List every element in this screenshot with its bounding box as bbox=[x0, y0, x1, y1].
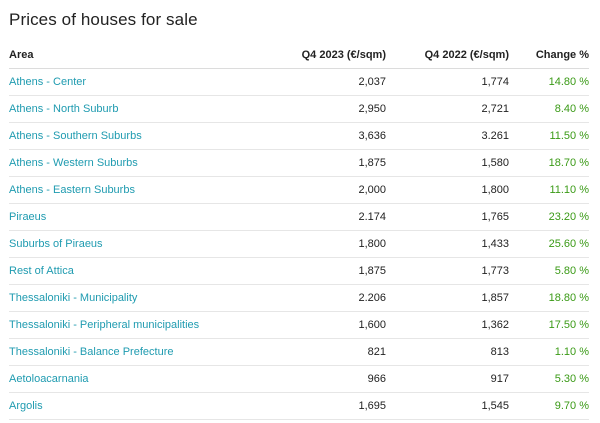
q4-2022-value: 1,545 bbox=[386, 392, 509, 420]
q4-2022-value: 813 bbox=[386, 338, 509, 366]
header-row: Area Q4 2023 (€/sqm) Q4 2022 (€/sqm) Cha… bbox=[9, 42, 589, 69]
table-header: Area Q4 2023 (€/sqm) Q4 2022 (€/sqm) Cha… bbox=[9, 42, 589, 69]
area-link[interactable]: Piraeus bbox=[9, 203, 259, 231]
q4-2023-value: 966 bbox=[259, 365, 386, 393]
table-row: Piraeus 2.174 1,765 23.20 % bbox=[9, 203, 589, 231]
table-row: Suburbs of Piraeus 1,800 1,433 25.60 % bbox=[9, 230, 589, 258]
change-value: 17.50 % bbox=[509, 311, 589, 339]
q4-2022-value: 1,774 bbox=[386, 68, 509, 96]
q4-2023-value: 2,037 bbox=[259, 68, 386, 96]
change-value: 9.70 % bbox=[509, 392, 589, 420]
q4-2023-value: 1,875 bbox=[259, 257, 386, 285]
change-value: 18.70 % bbox=[509, 149, 589, 177]
area-link[interactable]: Argolis bbox=[9, 392, 259, 420]
q4-2023-value: 1,875 bbox=[259, 149, 386, 177]
q4-2022-value: 1,800 bbox=[386, 176, 509, 204]
table-row: Thessaloniki - Balance Prefecture 821 81… bbox=[9, 338, 589, 366]
area-link[interactable]: Athens - Southern Suburbs bbox=[9, 122, 259, 150]
area-link[interactable]: Thessaloniki - Balance Prefecture bbox=[9, 338, 259, 366]
change-value: 14.80 % bbox=[509, 68, 589, 96]
area-link[interactable]: Suburbs of Piraeus bbox=[9, 230, 259, 258]
table-row: Athens - Center 2,037 1,774 14.80 % bbox=[9, 68, 589, 96]
q4-2022-value: 3.261 bbox=[386, 122, 509, 150]
change-value: 5.80 % bbox=[509, 257, 589, 285]
change-value: 5.30 % bbox=[509, 365, 589, 393]
q4-2022-value: 1,433 bbox=[386, 230, 509, 258]
change-value: 11.10 % bbox=[509, 176, 589, 204]
q4-2023-value: 2,950 bbox=[259, 95, 386, 123]
area-link[interactable]: Thessaloniki - Peripheral municipalities bbox=[9, 311, 259, 339]
q4-2022-value: 1,580 bbox=[386, 149, 509, 177]
table-row: Thessaloniki - Peripheral municipalities… bbox=[9, 311, 589, 339]
q4-2022-value: 1,765 bbox=[386, 203, 509, 231]
area-link[interactable]: Athens - Eastern Suburbs bbox=[9, 176, 259, 204]
change-value: 23.20 % bbox=[509, 203, 589, 231]
area-link[interactable]: Rest of Attica bbox=[9, 257, 259, 285]
table-row: Rest of Attica 1,875 1,773 5.80 % bbox=[9, 257, 589, 285]
table-body: Athens - Center 2,037 1,774 14.80 % Athe… bbox=[9, 68, 589, 420]
page-title: Prices of houses for sale bbox=[9, 10, 198, 29]
area-link[interactable]: Athens - Western Suburbs bbox=[9, 149, 259, 177]
area-link[interactable]: Aetoloacarnania bbox=[9, 365, 259, 393]
table-row: Argolis 1,695 1,545 9.70 % bbox=[9, 392, 589, 420]
q4-2023-value: 1,600 bbox=[259, 311, 386, 339]
area-link[interactable]: Athens - Center bbox=[9, 68, 259, 96]
q4-2022-value: 1,857 bbox=[386, 284, 509, 312]
table-row: Thessaloniki - Municipality 2.206 1,857 … bbox=[9, 284, 589, 312]
area-link[interactable]: Athens - North Suburb bbox=[9, 95, 259, 123]
change-value: 8.40 % bbox=[509, 95, 589, 123]
q4-2023-value: 1,695 bbox=[259, 392, 386, 420]
table-row: Athens - North Suburb 2,950 2,721 8.40 % bbox=[9, 95, 589, 123]
q4-2022-value: 2,721 bbox=[386, 95, 509, 123]
area-link[interactable]: Thessaloniki - Municipality bbox=[9, 284, 259, 312]
change-value: 18.80 % bbox=[509, 284, 589, 312]
column-header-area: Area bbox=[9, 42, 259, 69]
q4-2022-value: 1,773 bbox=[386, 257, 509, 285]
change-value: 25.60 % bbox=[509, 230, 589, 258]
prices-table: Area Q4 2023 (€/sqm) Q4 2022 (€/sqm) Cha… bbox=[9, 42, 589, 420]
q4-2023-value: 1,800 bbox=[259, 230, 386, 258]
column-header-q4-2022: Q4 2022 (€/sqm) bbox=[386, 42, 509, 69]
change-value: 11.50 % bbox=[509, 122, 589, 150]
change-value: 1.10 % bbox=[509, 338, 589, 366]
q4-2023-value: 2.206 bbox=[259, 284, 386, 312]
table-row: Athens - Eastern Suburbs 2,000 1,800 11.… bbox=[9, 176, 589, 204]
q4-2022-value: 1,362 bbox=[386, 311, 509, 339]
table-row: Athens - Western Suburbs 1,875 1,580 18.… bbox=[9, 149, 589, 177]
q4-2022-value: 917 bbox=[386, 365, 509, 393]
column-header-change: Change % bbox=[509, 42, 589, 69]
q4-2023-value: 3,636 bbox=[259, 122, 386, 150]
table-row: Aetoloacarnania 966 917 5.30 % bbox=[9, 365, 589, 393]
q4-2023-value: 2.174 bbox=[259, 203, 386, 231]
q4-2023-value: 2,000 bbox=[259, 176, 386, 204]
table-row: Athens - Southern Suburbs 3,636 3.261 11… bbox=[9, 122, 589, 150]
q4-2023-value: 821 bbox=[259, 338, 386, 366]
column-header-q4-2023: Q4 2023 (€/sqm) bbox=[259, 42, 386, 69]
